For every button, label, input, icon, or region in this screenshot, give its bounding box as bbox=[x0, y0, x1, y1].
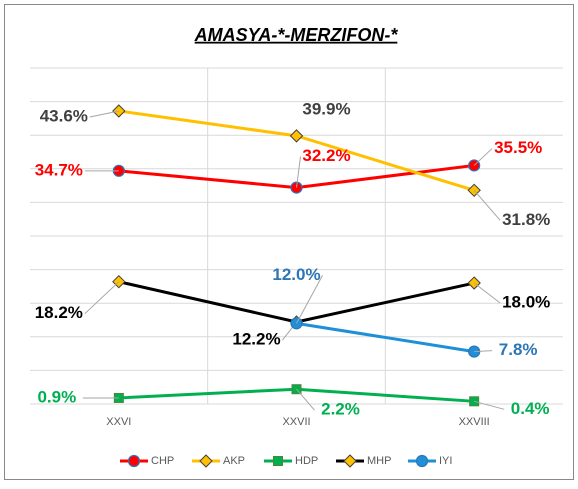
leader-line bbox=[474, 350, 493, 353]
legend-label: IYI bbox=[439, 455, 452, 467]
x-tick-label: XXVIII bbox=[459, 416, 490, 428]
legend-label: AKP bbox=[223, 455, 245, 467]
leader-line bbox=[473, 189, 501, 221]
line bbox=[296, 321, 475, 354]
point bbox=[273, 456, 283, 466]
value-label: 0.9% bbox=[37, 387, 76, 406]
value-label: 2.2% bbox=[321, 400, 360, 419]
point bbox=[343, 454, 357, 468]
value-label: 39.9% bbox=[302, 99, 350, 118]
legend-label: HDP bbox=[295, 455, 318, 467]
x-tick-label: XXVI bbox=[106, 416, 131, 428]
leader-line bbox=[296, 388, 315, 411]
value-label: 12.0% bbox=[272, 265, 320, 284]
value-label: 35.5% bbox=[494, 138, 542, 157]
value-label: 34.7% bbox=[35, 160, 83, 179]
value-label: 43.6% bbox=[40, 106, 88, 125]
leader-line bbox=[296, 156, 301, 188]
point bbox=[415, 454, 429, 468]
leader-line bbox=[474, 400, 505, 410]
frame bbox=[4, 4, 574, 480]
value-label: 7.8% bbox=[499, 340, 538, 359]
value-label: 32.2% bbox=[302, 146, 350, 165]
point bbox=[289, 129, 304, 143]
leader-line bbox=[89, 110, 119, 118]
leader-line bbox=[473, 148, 493, 166]
value-label: 18.0% bbox=[502, 293, 550, 312]
legend-label: MHP bbox=[367, 455, 391, 467]
leader-line bbox=[84, 281, 120, 315]
legend-label: CHP bbox=[151, 455, 174, 467]
chart-title: AMASYA-*-MERZIFON-* bbox=[194, 25, 399, 45]
x-tick-label: XXVII bbox=[282, 416, 310, 428]
point bbox=[199, 454, 213, 468]
value-label: 18.2% bbox=[35, 303, 83, 322]
value-label: 31.8% bbox=[502, 210, 550, 229]
value-label: 12.2% bbox=[232, 330, 280, 349]
leader-line bbox=[296, 275, 323, 324]
point bbox=[127, 454, 141, 468]
value-label: 0.4% bbox=[511, 399, 550, 418]
leader-line bbox=[473, 282, 501, 304]
